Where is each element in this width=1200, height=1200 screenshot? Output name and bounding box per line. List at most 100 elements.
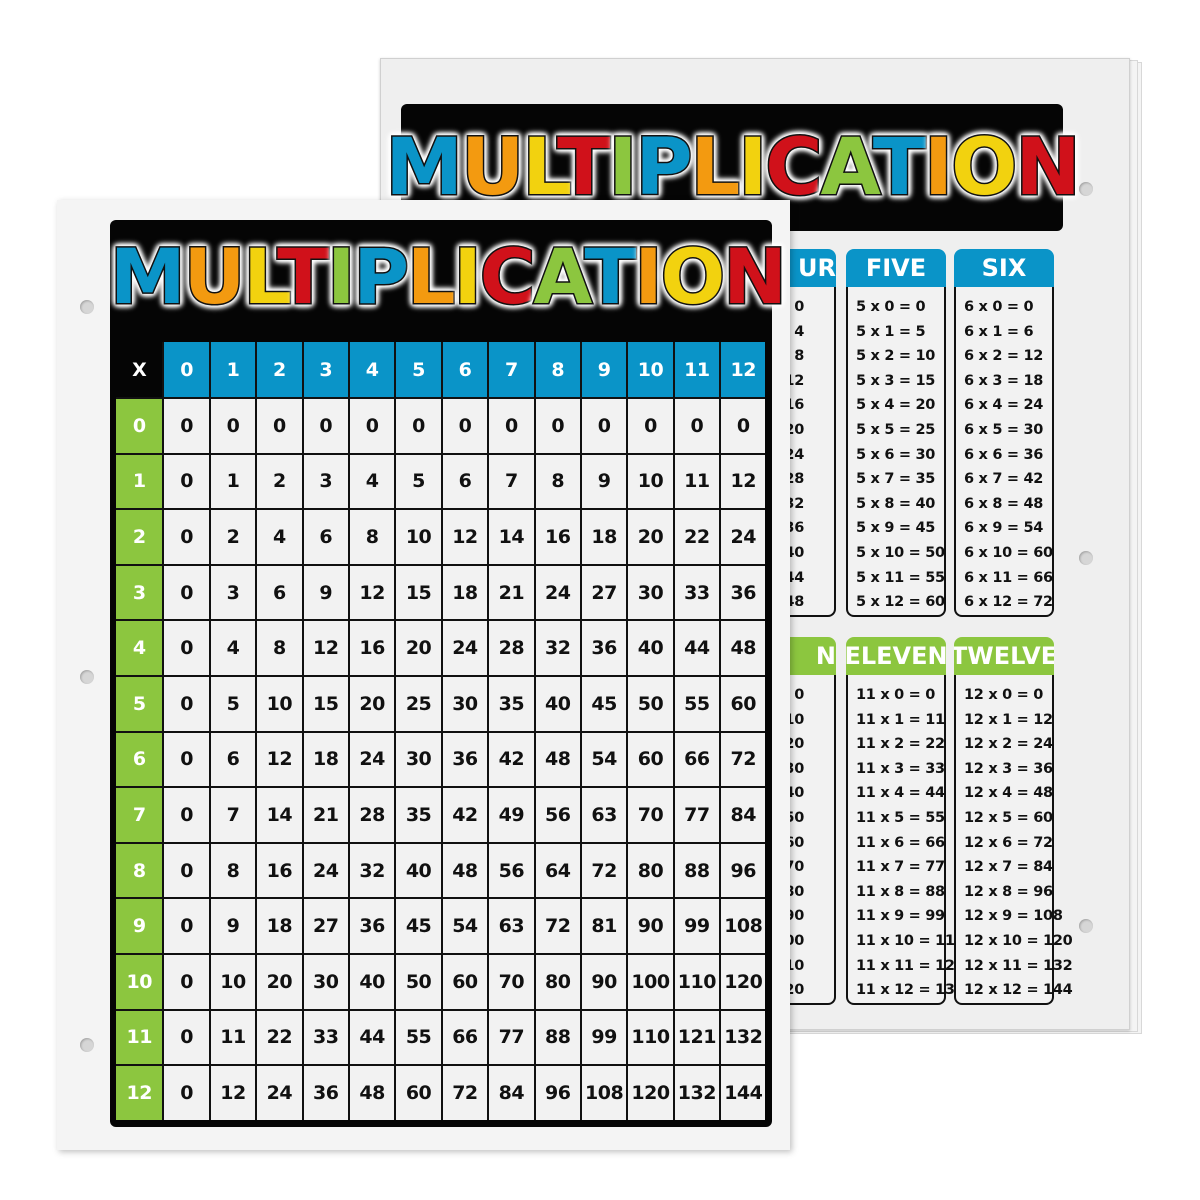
- product-cell: 33: [301, 1008, 348, 1065]
- product-cell: 1: [208, 452, 256, 509]
- title-letter: I: [326, 231, 357, 323]
- equation-line: 6 x 1 = 6: [964, 323, 1034, 340]
- equation-line: 6 x 5 = 30: [964, 421, 1044, 438]
- product-cell: 28: [347, 786, 395, 842]
- equation-line: 12 x 5 = 60: [964, 809, 1053, 826]
- product-cell: 30: [440, 674, 488, 731]
- title-letter: A: [532, 231, 588, 323]
- title-letter: L: [689, 121, 742, 214]
- product-cell: 35: [394, 786, 441, 842]
- product-cell: 0: [394, 397, 441, 453]
- product-cell: 7: [487, 452, 534, 509]
- product-cell: 120: [626, 1064, 673, 1120]
- column-header: 7: [487, 342, 534, 397]
- product-cell: 30: [394, 730, 441, 787]
- equation-line: 11 x 7 = 77: [856, 859, 945, 876]
- equation-line: 6 x 7 = 42: [964, 471, 1044, 488]
- product-cell: 30: [626, 563, 673, 620]
- product-cell: 45: [394, 897, 441, 953]
- title-letter: L: [521, 121, 561, 214]
- product-cell: 20: [347, 674, 395, 731]
- product-cell: 2: [255, 452, 302, 509]
- product-cell: 14: [487, 508, 534, 564]
- equation-line: 11 x 5 = 55: [856, 809, 945, 826]
- product-cell: 55: [394, 1008, 441, 1065]
- title-letter: L: [406, 231, 457, 323]
- equation-line: 11 x 10 = 110: [856, 932, 965, 949]
- row-header: 2: [116, 508, 163, 564]
- product-cell: 88: [533, 1008, 580, 1065]
- column-body: 5 x 0 = 0 5 x 1 = 5 5 x 2 = 10 5 x 3 = 15 5 …: [846, 287, 946, 617]
- equation-line: 5 x 5 = 25: [856, 421, 936, 438]
- product-cell: 132: [672, 1064, 720, 1120]
- product-cell: 36: [579, 619, 627, 675]
- row-header: 3: [116, 563, 163, 620]
- equation-line: 6 x 3 = 18: [964, 372, 1044, 389]
- product-cell: 0: [208, 397, 256, 453]
- column-header: SIX: [954, 249, 1054, 287]
- times-table-column: ELEVEN 11 x 0 = 0 11 x 1 = 11 11 x 2 = 22 11…: [846, 637, 965, 1005]
- column-body: 11 x 0 = 0 11 x 1 = 11 11 x 2 = 22 11 x 3 =…: [846, 675, 965, 1005]
- product-cell: 16: [533, 508, 580, 564]
- product-cell: 11: [672, 452, 720, 509]
- product-cell: 90: [626, 897, 673, 953]
- row-header: 6: [116, 730, 163, 787]
- product-cell: 45: [579, 674, 627, 731]
- product-cell: 48: [347, 1064, 395, 1120]
- equation-line: 11 x 3 = 33: [856, 760, 945, 777]
- product-cell: 80: [626, 841, 673, 898]
- product-cell: 49: [487, 786, 534, 842]
- product-cell: 72: [533, 897, 580, 953]
- product-cell: 10: [208, 952, 256, 1009]
- equation-line: 11 x 2 = 22: [856, 736, 945, 753]
- product-cell: 22: [672, 508, 720, 564]
- times-table-column: FIVE 5 x 0 = 0 5 x 1 = 5 5 x 2 = 10 5 x 3 = …: [846, 249, 946, 617]
- equation-line: 6 x 6 = 36: [964, 446, 1044, 463]
- product-cell: 90: [579, 952, 627, 1009]
- product-cell: 16: [255, 841, 302, 898]
- punch-hole: [1079, 551, 1093, 565]
- multiplication-grid: X 0 1 2 3 4 5 6 7 8 9 10 11 12 0 0 0 0 0 0 0 0 0 0 0 0 0 0 1 0 1 2 3 4 5 6 7…: [116, 342, 766, 1120]
- product-cell: 6: [301, 508, 348, 564]
- product-cell: 15: [394, 563, 441, 620]
- punch-hole: [80, 1038, 94, 1052]
- product-cell: 9: [208, 897, 256, 953]
- product-cell: 132: [719, 1008, 766, 1065]
- title-letter: N: [722, 231, 789, 323]
- product-cell: 40: [533, 674, 580, 731]
- column-body: 6 x 0 = 0 6 x 1 = 6 6 x 2 = 12 6 x 3 = 18 6 …: [954, 287, 1054, 617]
- column-header: 11: [672, 342, 720, 397]
- product-cell: 18: [301, 730, 348, 787]
- title-letter: I: [923, 121, 955, 214]
- equation-line: 6 x 0 = 0: [964, 299, 1034, 315]
- product-cell: 4: [255, 508, 302, 564]
- product-cell: 0: [162, 397, 209, 453]
- column-header: ELEVEN: [846, 637, 946, 675]
- product-cell: 15: [301, 674, 348, 731]
- product-cell: 0: [162, 730, 209, 787]
- equation-line: 11 x 6 = 66: [856, 834, 945, 851]
- product-cell: 21: [301, 786, 348, 842]
- equation-line: 6 x 9 = 54: [964, 520, 1044, 537]
- title-letter: T: [556, 121, 612, 214]
- product-cell: 24: [719, 508, 766, 564]
- product-cell: 50: [626, 674, 673, 731]
- product-cell: 2: [208, 508, 256, 564]
- product-cell: 24: [440, 619, 488, 675]
- product-cell: 63: [487, 897, 534, 953]
- product-cell: 108: [579, 1064, 627, 1120]
- product-cell: 99: [672, 897, 720, 953]
- product-cell: 0: [162, 508, 209, 564]
- equation-line: 6 x 10 = 60: [964, 544, 1053, 561]
- product-cell: 0: [162, 897, 209, 953]
- product-cell: 64: [533, 841, 580, 898]
- product-cell: 120: [719, 952, 766, 1009]
- equation-line: 5 x 11 = 55: [856, 569, 945, 586]
- product-cell: 77: [672, 786, 720, 842]
- title-letter: T: [276, 231, 331, 323]
- equation-line: 4: [794, 323, 804, 340]
- product-cell: 77: [487, 1008, 534, 1065]
- column-header: 9: [579, 342, 627, 397]
- equation-line: 12 x 7 = 84: [964, 859, 1053, 876]
- product-cell: 0: [162, 563, 209, 620]
